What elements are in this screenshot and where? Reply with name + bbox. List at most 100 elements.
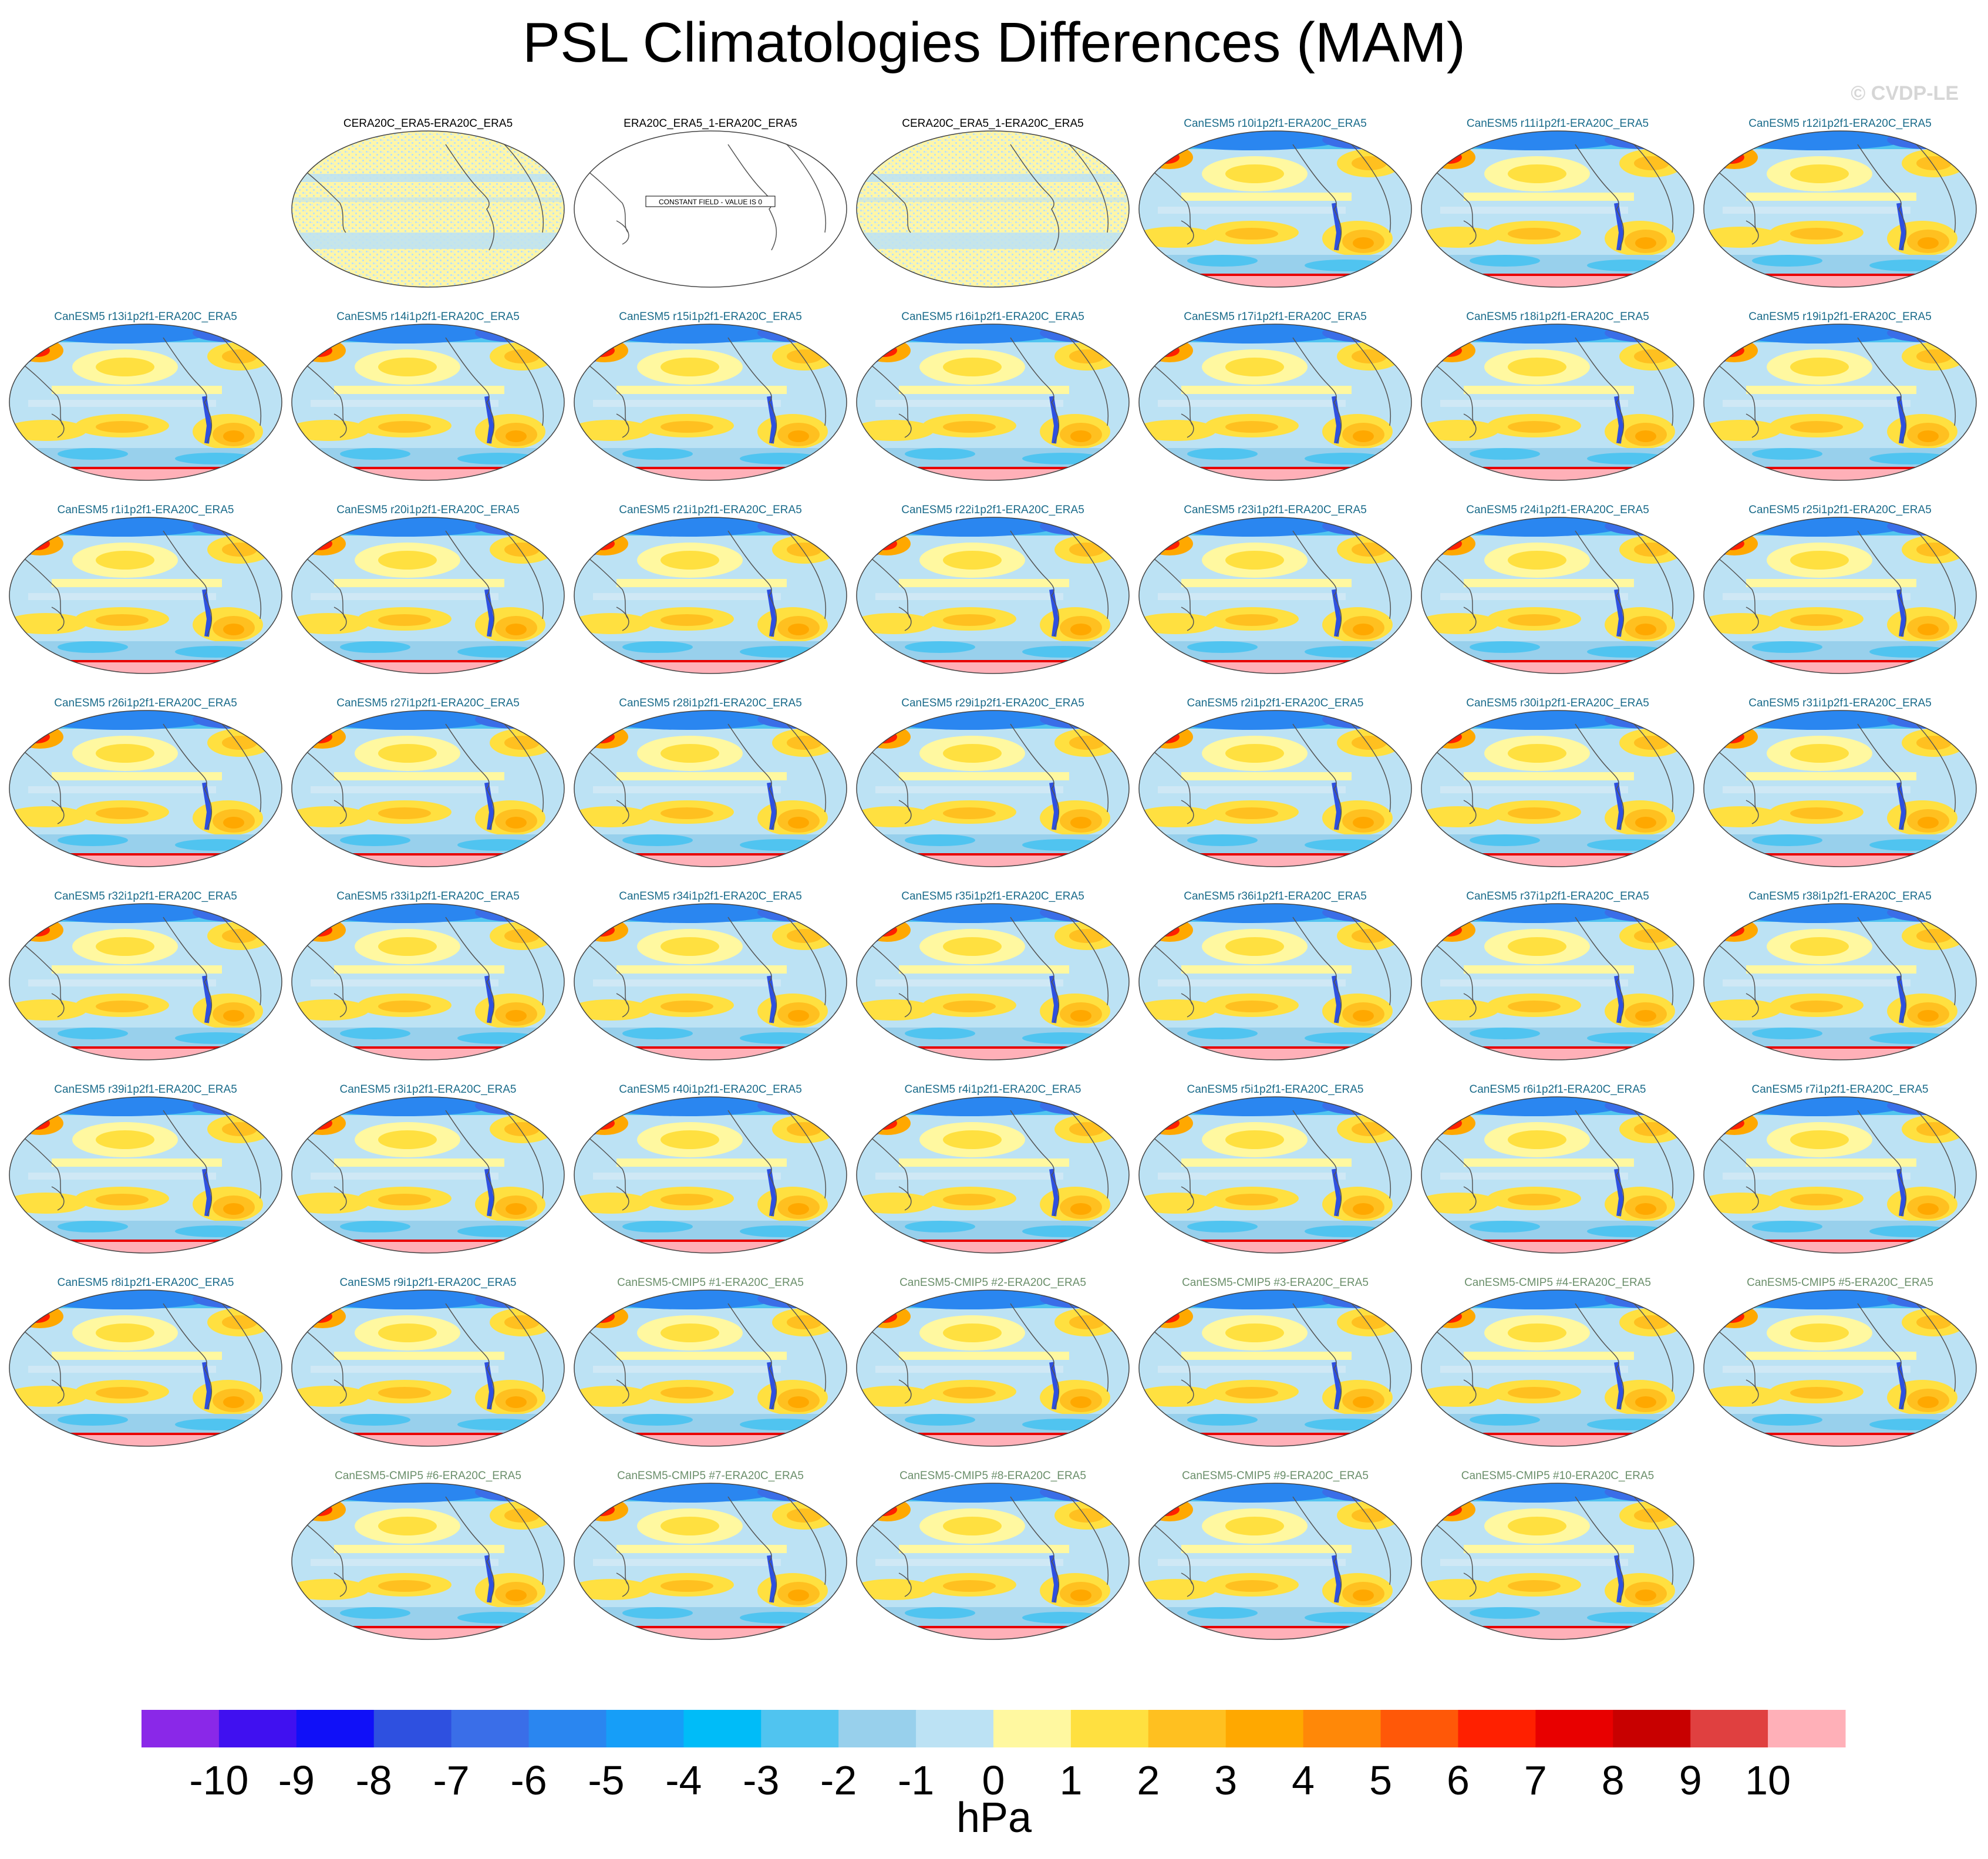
map-panel: CanESM5 r16i1p2f1-ERA20C_ERA5 [856,311,1130,481]
map-field [574,1483,847,1640]
map-panel: CanESM5 r13i1p2f1-ERA20C_ERA5 [9,311,282,481]
colorbar-swatch [838,1710,916,1747]
colorbar-tick-label: 0 [982,1757,1005,1803]
map-panel: CanESM5 r8i1p2f1-ERA20C_ERA5 [9,1277,282,1447]
panel-title: CanESM5 r38i1p2f1-ERA20C_ERA5 [1748,890,1932,902]
panel-title: CanESM5 r37i1p2f1-ERA20C_ERA5 [1466,890,1649,902]
colorbar-swatch [916,1710,994,1747]
colorbar-tick-label: -5 [588,1757,624,1803]
panel-title: CanESM5 r5i1p2f1-ERA20C_ERA5 [1187,1083,1364,1096]
map-field [1138,130,1412,288]
map-field [1703,324,1977,481]
map-field [856,710,1130,867]
map-field [1138,1483,1412,1640]
map-field [1138,710,1412,867]
map-field [1703,710,1977,867]
panel-title: CanESM5 r35i1p2f1-ERA20C_ERA5 [901,890,1084,902]
colorbar-tick-label: 3 [1214,1757,1237,1803]
map-panel: CanESM5 r34i1p2f1-ERA20C_ERA5 [574,890,847,1060]
map-field [1421,324,1694,481]
colorbar-tick-label: -10 [189,1757,248,1803]
map-field [1421,1483,1694,1640]
panel-title: CanESM5 r9i1p2f1-ERA20C_ERA5 [340,1277,517,1289]
map-panel: CanESM5 r2i1p2f1-ERA20C_ERA5 [1138,697,1412,867]
panel-title: CanESM5 r1i1p2f1-ERA20C_ERA5 [58,504,234,516]
colorbar-swatch [1148,1710,1227,1747]
map-panel: CanESM5 r24i1p2f1-ERA20C_ERA5 [1421,504,1694,674]
panel-title: CanESM5 r19i1p2f1-ERA20C_ERA5 [1748,311,1932,323]
colorbar-tick-label: 9 [1679,1757,1702,1803]
colorbar-swatch [761,1710,839,1747]
map-panel: CERA20C_ERA5_1-ERA20C_ERA5 [856,117,1130,288]
map-panel: CanESM5 r19i1p2f1-ERA20C_ERA5 [1703,311,1977,481]
colorbar-tick-label: 4 [1292,1757,1315,1803]
map-field [1703,1289,1977,1447]
map-field [1421,903,1694,1060]
map-panel: CERA20C_ERA5-ERA20C_ERA5 [291,117,565,288]
map-field [291,903,565,1060]
panel-title: CanESM5-CMIP5 #3-ERA20C_ERA5 [1182,1277,1369,1289]
colorbar-tick-label: 7 [1524,1757,1547,1803]
map-panel: CanESM5 r21i1p2f1-ERA20C_ERA5 [574,504,847,674]
map-panel: CanESM5-CMIP5 #4-ERA20C_ERA5 [1421,1277,1694,1447]
map-panel: CanESM5-CMIP5 #9-ERA20C_ERA5 [1138,1470,1412,1640]
map-field [574,517,847,674]
panel-title: CanESM5 r40i1p2f1-ERA20C_ERA5 [619,1083,802,1096]
colorbar-swatch [451,1710,530,1747]
map-panel: CanESM5 r29i1p2f1-ERA20C_ERA5 [856,697,1130,867]
map-panel: CanESM5 r10i1p2f1-ERA20C_ERA5 [1138,117,1412,288]
map-field [1421,1289,1694,1447]
map-panel: CanESM5-CMIP5 #8-ERA20C_ERA5 [856,1470,1130,1640]
panel-title: CanESM5 r17i1p2f1-ERA20C_ERA5 [1184,311,1367,323]
map-panel: CanESM5 r28i1p2f1-ERA20C_ERA5 [574,697,847,867]
colorbar-tick-label: -9 [278,1757,315,1803]
map-panel: CanESM5-CMIP5 #10-ERA20C_ERA5 [1421,1470,1694,1640]
map-panel: CanESM5 r20i1p2f1-ERA20C_ERA5 [291,504,565,674]
map-field [1703,1096,1977,1254]
panel-title: CanESM5 r36i1p2f1-ERA20C_ERA5 [1184,890,1367,902]
colorbar-tick-label: 5 [1369,1757,1392,1803]
map-field [9,324,282,481]
colorbar-swatch [218,1710,297,1747]
map-field [856,1096,1130,1254]
map-panel: CanESM5 r31i1p2f1-ERA20C_ERA5 [1703,697,1977,867]
panel-title: CanESM5 r34i1p2f1-ERA20C_ERA5 [619,890,802,902]
map-panel: CanESM5-CMIP5 #5-ERA20C_ERA5 [1703,1277,1977,1447]
map-field [856,903,1130,1060]
panel-title: CanESM5 r13i1p2f1-ERA20C_ERA5 [54,311,237,323]
map-field [1138,517,1412,674]
colorbar-tick-label: -4 [665,1757,702,1803]
map-panel: CanESM5 r3i1p2f1-ERA20C_ERA5 [291,1083,565,1254]
map-panel: CanESM5 r6i1p2f1-ERA20C_ERA5 [1421,1083,1694,1254]
panel-title: CanESM5 r29i1p2f1-ERA20C_ERA5 [901,697,1084,709]
panel-title: CanESM5 r15i1p2f1-ERA20C_ERA5 [619,311,802,323]
panel-title: CanESM5 r6i1p2f1-ERA20C_ERA5 [1470,1083,1646,1096]
colorbar-tick-label: -1 [898,1757,934,1803]
colorbar-swatch [1380,1710,1458,1747]
map-field [1138,1289,1412,1447]
panel-title: CanESM5 r10i1p2f1-ERA20C_ERA5 [1184,117,1367,130]
colorbar-swatch [1458,1710,1536,1747]
map-field [856,324,1130,481]
map-field [1421,710,1694,867]
map-field [1138,1096,1412,1254]
panel-title: CanESM5 r27i1p2f1-ERA20C_ERA5 [336,697,520,709]
map-panel: CanESM5 r12i1p2f1-ERA20C_ERA5 [1703,117,1977,288]
map-panel: CanESM5 r1i1p2f1-ERA20C_ERA5 [9,504,282,674]
colorbar-tick-label: -6 [510,1757,547,1803]
map-field [291,130,565,288]
colorbar-tick-label: 2 [1137,1757,1160,1803]
map-panel: CanESM5 r11i1p2f1-ERA20C_ERA5 [1421,117,1694,288]
map-field [1421,517,1694,674]
panel-title: CanESM5 r24i1p2f1-ERA20C_ERA5 [1466,504,1649,516]
panel-title: CanESM5 r26i1p2f1-ERA20C_ERA5 [54,697,237,709]
map-panel: CanESM5 r17i1p2f1-ERA20C_ERA5 [1138,311,1412,481]
panel-title: CanESM5 r14i1p2f1-ERA20C_ERA5 [336,311,520,323]
map-panel: CanESM5 r25i1p2f1-ERA20C_ERA5 [1703,504,1977,674]
map-panel: CanESM5 r7i1p2f1-ERA20C_ERA5 [1703,1083,1977,1254]
map-panel: CanESM5 r5i1p2f1-ERA20C_ERA5 [1138,1083,1412,1254]
map-field [9,1289,282,1447]
colorbar-units-label: hPa [956,1794,1032,1841]
map-field [291,1289,565,1447]
map-panel: CanESM5 r4i1p2f1-ERA20C_ERA5 [856,1083,1130,1254]
